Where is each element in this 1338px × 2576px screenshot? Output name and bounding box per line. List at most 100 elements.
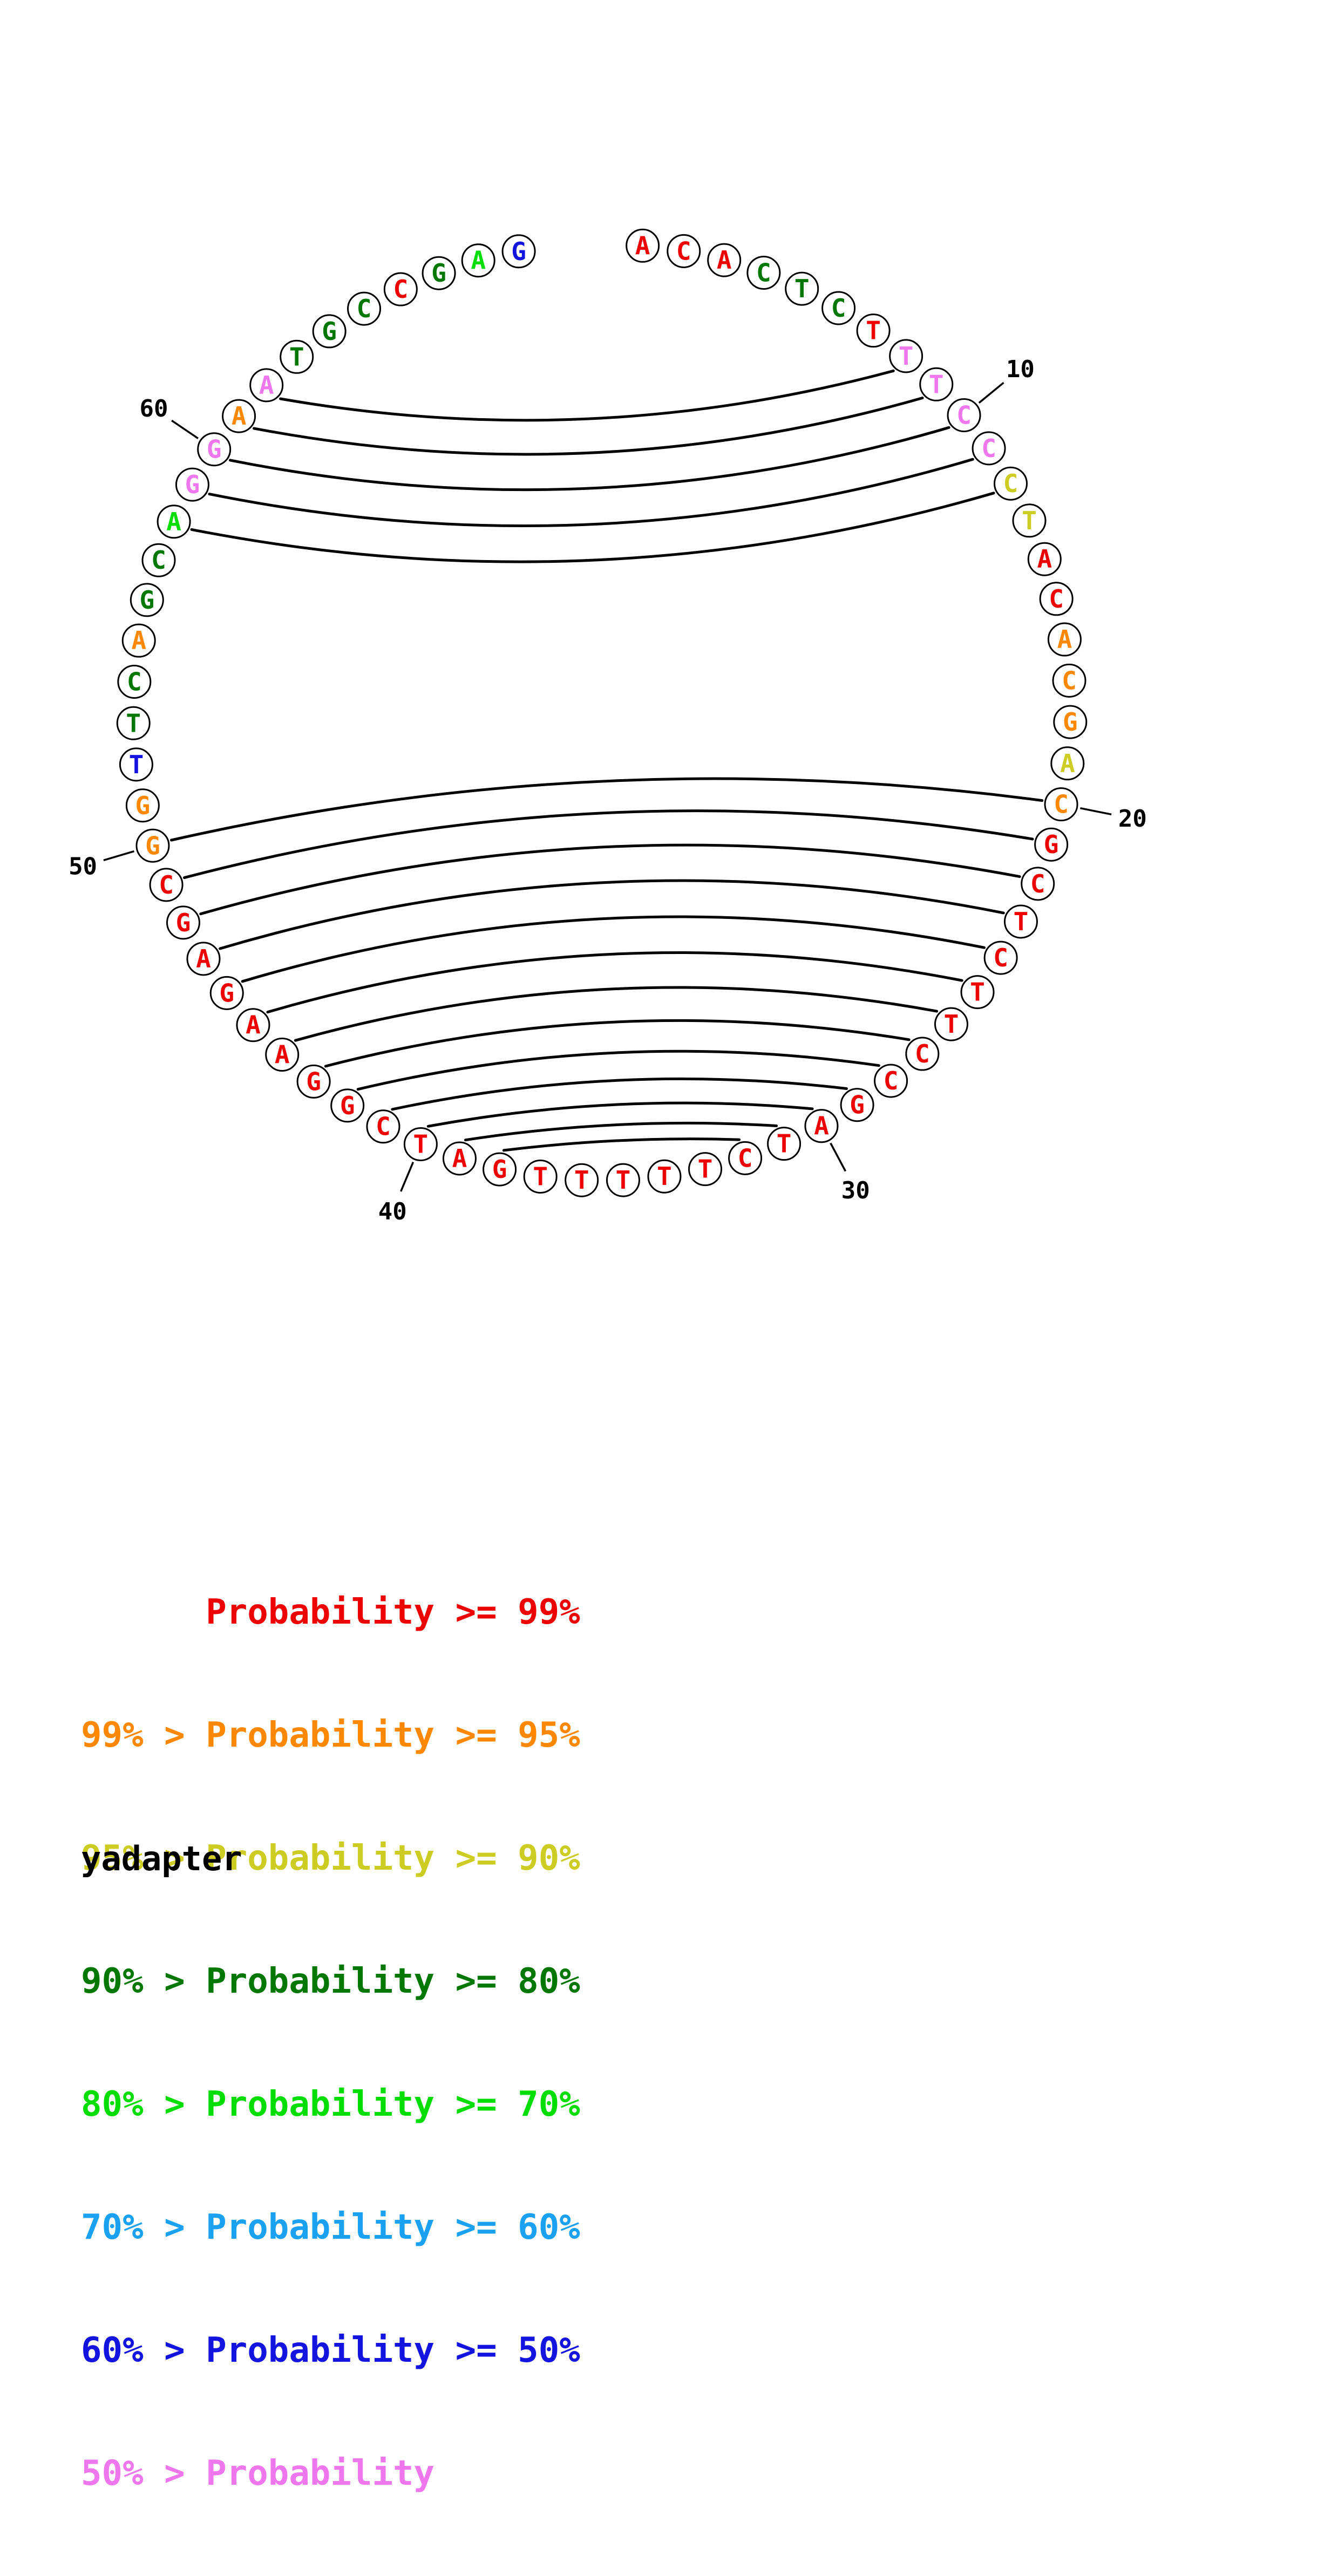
- position-label: 30: [841, 1177, 870, 1204]
- nucleotide-base: T: [289, 342, 304, 371]
- nucleotide-base: A: [452, 1144, 467, 1173]
- legend-item: 90% > Probability >= 80%: [81, 1961, 580, 2001]
- nucleotide-base: T: [866, 316, 881, 345]
- nucleotide-circle: [1027, 542, 1062, 576]
- nucleotide-base: G: [145, 831, 160, 860]
- nucleotide-base: T: [126, 708, 141, 738]
- nucleotide-base: C: [884, 1066, 899, 1095]
- nucleotide-base: C: [376, 1112, 391, 1141]
- nucleotide-base: G: [431, 258, 446, 288]
- nucleotide-circle: [606, 1163, 640, 1197]
- position-label-line: [171, 419, 199, 439]
- nucleotide-circle: [1053, 705, 1088, 739]
- nucleotide-base: A: [131, 626, 146, 655]
- nucleotide-base: G: [185, 470, 200, 499]
- probability-legend: Probability >= 99% 99% > Probability >= …: [81, 1510, 580, 2576]
- nucleotide-circle: [312, 314, 347, 349]
- nucleotide-circle: [874, 1064, 908, 1098]
- nucleotide-circle: [688, 1152, 723, 1187]
- nucleotide-circle: [383, 272, 418, 306]
- nucleotide-circle: [236, 1008, 270, 1042]
- nucleotide-base: A: [717, 246, 732, 275]
- nucleotide-base: A: [275, 1040, 290, 1069]
- legend-item: 95% > Probability >= 90%: [81, 1838, 580, 1878]
- nucleotide-base: A: [1037, 544, 1052, 574]
- base-pair-arc: [356, 1050, 880, 1091]
- nucleotide-base: C: [1054, 790, 1069, 819]
- base-pair-arc: [279, 369, 895, 422]
- nucleotide-base: G: [340, 1091, 355, 1120]
- base-pair-arc: [229, 426, 950, 492]
- nucleotide-base: T: [899, 342, 914, 371]
- nucleotide-base: T: [574, 1166, 589, 1195]
- nucleotide-base: C: [357, 294, 372, 323]
- nucleotide-base: T: [777, 1129, 792, 1158]
- nucleotide-circle: [1021, 867, 1055, 901]
- base-pair-arc: [266, 951, 963, 1014]
- nucleotide-base: C: [1030, 869, 1045, 898]
- base-pair-arc: [464, 1121, 778, 1142]
- nucleotide-base: C: [393, 275, 409, 304]
- nucleotide-base: A: [471, 246, 486, 275]
- nucleotide-base: G: [850, 1091, 865, 1120]
- nucleotide-circle: [767, 1127, 802, 1161]
- nucleotide-base: C: [915, 1039, 930, 1068]
- nucleotide-base: C: [676, 236, 691, 265]
- nucleotide-circle: [442, 1141, 477, 1176]
- position-label-line: [400, 1162, 415, 1192]
- nucleotide-base: G: [176, 908, 191, 937]
- nucleotide-base: A: [635, 231, 650, 260]
- nucleotide-circle: [116, 706, 151, 740]
- nucleotide-base: C: [831, 294, 846, 323]
- nucleotide-circle: [209, 976, 244, 1010]
- nucleotide-base: C: [738, 1143, 753, 1173]
- nucleotide-base: T: [1022, 506, 1037, 535]
- nucleotide-base: C: [981, 434, 996, 463]
- base-pair-arc: [183, 809, 1034, 880]
- nucleotide-circle: [523, 1160, 558, 1194]
- nucleotide-circle: [296, 1064, 331, 1099]
- base-pair-arc: [208, 458, 974, 528]
- nucleotide-circle: [1039, 582, 1074, 616]
- nucleotide-circle: [905, 1037, 940, 1071]
- base-pair-arc: [253, 397, 924, 456]
- nucleotide-circle: [330, 1088, 365, 1123]
- nucleotide-base: G: [139, 585, 154, 615]
- position-label: 60: [139, 395, 168, 422]
- nucleotide-base: C: [1062, 666, 1077, 695]
- nucleotide-circle: [347, 291, 382, 326]
- nucleotide-circle: [565, 1163, 599, 1197]
- legend-item: 50% > Probability: [81, 2454, 435, 2493]
- base-pair-arc: [241, 915, 986, 983]
- nucleotide-circle: [1052, 663, 1086, 698]
- nucleotide-circle: [707, 243, 742, 277]
- sequence-name: yadapter: [81, 1839, 242, 1878]
- nucleotide-circle: [728, 1141, 763, 1175]
- base-pair-arc: [426, 1101, 814, 1128]
- nucleotide-circle: [960, 975, 995, 1010]
- position-label-line: [1080, 807, 1112, 816]
- nucleotide-circle: [501, 234, 536, 269]
- legend-item: Probability >= 99%: [81, 1592, 580, 1632]
- nucleotide-base: T: [929, 370, 944, 399]
- nucleotide-circle: [919, 367, 954, 401]
- nucleotide-base: G: [492, 1155, 507, 1184]
- nucleotide-circle: [265, 1038, 300, 1072]
- nucleotide-base: C: [1049, 584, 1064, 614]
- position-label: 40: [378, 1198, 407, 1225]
- nucleotide-circle: [117, 665, 152, 699]
- base-pair-arc: [190, 492, 995, 563]
- nucleotide-base: C: [993, 943, 1008, 972]
- nucleotide-base: T: [970, 978, 985, 1007]
- nucleotide-circle: [403, 1127, 438, 1161]
- position-label: 20: [1118, 805, 1147, 833]
- legend-item: 70% > Probability >= 60%: [81, 2207, 580, 2247]
- nucleotide-base: T: [1014, 907, 1029, 936]
- nucleotide-circle: [157, 505, 191, 539]
- nucleotide-base: G: [1063, 707, 1078, 737]
- base-pair-arc: [391, 1077, 848, 1111]
- nucleotide-base: T: [616, 1166, 631, 1195]
- nucleotide-circle: [785, 271, 819, 306]
- nucleotide-circle: [804, 1109, 839, 1143]
- nucleotide-circle: [667, 234, 701, 268]
